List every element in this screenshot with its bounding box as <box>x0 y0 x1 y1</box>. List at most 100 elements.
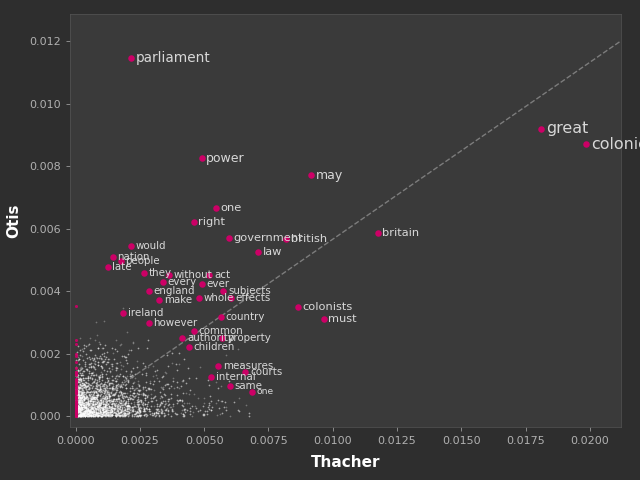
Point <box>115 392 125 399</box>
Point <box>99 408 109 416</box>
Point <box>216 397 227 405</box>
Point <box>73 402 83 410</box>
Point <box>107 372 117 379</box>
Point <box>76 401 86 408</box>
Point <box>103 390 113 397</box>
Point <box>127 372 138 379</box>
Point <box>75 374 85 382</box>
Text: may: may <box>316 169 343 182</box>
Point <box>140 391 150 399</box>
Point <box>71 404 81 411</box>
Point <box>128 406 138 414</box>
Point <box>74 387 84 395</box>
Point <box>90 407 100 414</box>
Point <box>134 400 144 408</box>
Point <box>125 372 135 380</box>
Point <box>111 396 121 403</box>
Point <box>133 412 143 420</box>
Point <box>82 398 92 406</box>
Point <box>83 388 93 396</box>
Point <box>147 397 157 405</box>
Point <box>93 401 104 409</box>
Point <box>99 389 109 397</box>
Point <box>117 398 127 406</box>
Point <box>102 409 112 417</box>
Point <box>100 400 110 408</box>
Point <box>138 384 148 391</box>
Point <box>92 376 102 384</box>
Point <box>74 412 84 420</box>
Point <box>87 409 97 417</box>
Point <box>83 395 93 403</box>
Point <box>85 411 95 419</box>
Point <box>70 404 81 411</box>
Point <box>100 394 110 402</box>
Point <box>81 399 92 407</box>
Point <box>166 408 177 415</box>
Point <box>204 376 214 384</box>
Point <box>85 388 95 396</box>
Point <box>92 402 102 409</box>
Point <box>71 407 81 415</box>
Point <box>173 396 183 404</box>
Point <box>140 407 150 414</box>
Point <box>98 396 108 404</box>
Point <box>106 403 116 410</box>
Point <box>74 384 84 392</box>
Point <box>159 391 169 398</box>
Point <box>82 382 92 390</box>
Point <box>120 400 130 408</box>
Point <box>104 389 115 396</box>
Point <box>111 372 122 379</box>
Point <box>79 404 90 412</box>
Point <box>72 401 83 408</box>
Point <box>134 409 144 417</box>
Point <box>71 396 81 403</box>
Point <box>86 396 96 404</box>
Point <box>87 403 97 411</box>
Point <box>74 384 84 392</box>
Point <box>88 406 98 413</box>
Point <box>113 395 124 402</box>
Point <box>82 388 92 396</box>
Point <box>95 388 105 396</box>
Point <box>212 384 223 392</box>
Point <box>98 404 108 411</box>
Point <box>161 400 171 408</box>
Point <box>166 383 176 390</box>
Point <box>81 403 92 410</box>
Point <box>132 386 143 394</box>
Point <box>73 402 83 410</box>
Point <box>168 400 179 408</box>
Point <box>154 411 164 419</box>
Point <box>91 409 101 417</box>
Point <box>89 396 99 403</box>
Point <box>100 402 111 410</box>
Point <box>142 406 152 413</box>
Point <box>75 387 85 395</box>
Point <box>113 408 124 415</box>
Point <box>79 411 89 419</box>
Point <box>81 411 91 419</box>
Point <box>100 407 110 415</box>
Point <box>72 405 82 413</box>
Point <box>111 363 121 371</box>
Point <box>159 406 170 414</box>
Point <box>74 394 84 402</box>
Point <box>204 381 214 389</box>
Point <box>93 358 103 366</box>
Point <box>95 412 106 420</box>
Point <box>71 402 81 410</box>
Point <box>92 391 102 399</box>
Point <box>167 406 177 413</box>
Point <box>71 377 81 384</box>
Point <box>84 347 95 354</box>
Point <box>116 407 127 415</box>
Point <box>74 411 84 419</box>
Point <box>95 383 106 391</box>
Point <box>75 366 85 374</box>
Point <box>119 392 129 400</box>
Point <box>95 407 105 415</box>
Point <box>96 379 106 387</box>
Point <box>86 412 96 420</box>
